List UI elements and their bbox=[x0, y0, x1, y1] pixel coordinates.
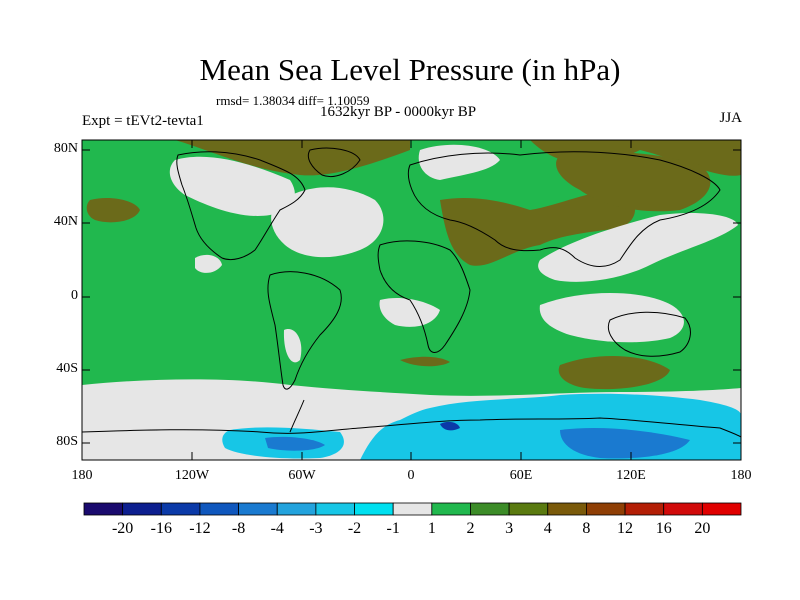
colorbar-box bbox=[122, 502, 162, 516]
coastlines bbox=[82, 147, 741, 438]
coast-north-america bbox=[176, 151, 306, 261]
coast-eurasia bbox=[407, 151, 721, 267]
stats-line: rmsd= 1.38034 diff= 1.10059 bbox=[216, 93, 370, 108]
colorbar-box bbox=[431, 502, 471, 516]
field-arctic-olive bbox=[175, 140, 410, 176]
colorbar-label: -12 bbox=[189, 520, 211, 537]
colorbar-label: -16 bbox=[150, 520, 172, 537]
lon-label-60w: 60W bbox=[288, 468, 316, 483]
lon-label-180-left: 180 bbox=[71, 468, 93, 483]
field-asia-olive bbox=[556, 152, 711, 212]
axis-ticks bbox=[82, 140, 741, 460]
coast-antarctic-peninsula bbox=[289, 399, 305, 433]
colorbar bbox=[83, 502, 742, 516]
lat-label-0: 0 bbox=[71, 288, 78, 303]
coast-australia bbox=[607, 311, 691, 357]
field-capricorn-olive bbox=[400, 356, 450, 367]
colorbar-label: 2 bbox=[466, 520, 475, 537]
season-label: JJA bbox=[719, 110, 742, 126]
colorbar-box bbox=[238, 502, 278, 516]
experiment-label: Expt = tEVt2-tevta1 bbox=[82, 113, 204, 129]
colorbar-box bbox=[315, 502, 355, 516]
colorbar-label: 16 bbox=[655, 520, 672, 537]
colorbar-box bbox=[586, 502, 626, 516]
field-atlantic-gray bbox=[271, 187, 384, 258]
colorbar-label: -8 bbox=[231, 520, 246, 537]
colorbar-label: -20 bbox=[111, 520, 134, 537]
colorbar-label: 8 bbox=[582, 520, 591, 537]
colorbar-box bbox=[701, 502, 742, 516]
colorbar-box bbox=[663, 502, 703, 516]
period-label: 1632kyr BP - 0000kyr BP bbox=[320, 104, 477, 120]
lon-label-0: 0 bbox=[407, 468, 415, 483]
coast-south-america bbox=[267, 271, 342, 390]
field-sam-gray bbox=[283, 329, 302, 363]
colorbar-box bbox=[160, 502, 201, 516]
colorbar-label: 1 bbox=[427, 520, 436, 537]
colorbar-label: -2 bbox=[347, 520, 362, 537]
colorbar-box bbox=[508, 502, 549, 516]
map-title: Mean Sea Level Pressure (in hPa) bbox=[199, 52, 621, 87]
field-siberia-olive bbox=[530, 140, 741, 176]
map-field bbox=[82, 140, 741, 460]
field-pac-small-gray bbox=[195, 254, 222, 273]
colorbar-label: -1 bbox=[386, 520, 400, 537]
field-sepac-gray bbox=[539, 293, 684, 343]
colorbar-label: 12 bbox=[617, 520, 634, 537]
colorbar-box bbox=[392, 502, 433, 516]
coast-africa bbox=[377, 240, 471, 353]
colorbar-box bbox=[83, 502, 124, 516]
field-antarctic-midblue bbox=[560, 428, 690, 459]
colorbar-box bbox=[547, 502, 587, 516]
colorbar-label: -4 bbox=[270, 520, 284, 537]
coast-greenland bbox=[307, 147, 361, 177]
coast-antarctica bbox=[82, 417, 741, 438]
lat-label-80s: 80S bbox=[56, 434, 78, 449]
colorbar-label: 20 bbox=[694, 520, 711, 537]
colorbar-label: -3 bbox=[309, 520, 323, 537]
lat-label-40n: 40N bbox=[53, 214, 78, 229]
lat-label-40s: 40S bbox=[56, 361, 78, 376]
colorbar-box bbox=[276, 502, 317, 516]
lat-label-80n: 80N bbox=[53, 141, 78, 156]
colorbar-box bbox=[199, 502, 239, 516]
colorbar-box bbox=[624, 502, 665, 516]
lon-label-180-right: 180 bbox=[730, 468, 752, 483]
field-satl-gray bbox=[379, 298, 440, 327]
colorbar-label: 3 bbox=[505, 520, 514, 537]
field-eurasia-olive bbox=[440, 190, 635, 266]
lon-label-60e: 60E bbox=[509, 468, 533, 483]
field-indian-olive bbox=[558, 355, 670, 390]
lon-label-120e: 120E bbox=[616, 468, 646, 483]
lon-label-120w: 120W bbox=[174, 468, 210, 483]
colorbar-label: 4 bbox=[543, 520, 552, 537]
colorbar-box bbox=[470, 502, 510, 516]
field-nam-gray bbox=[169, 156, 295, 216]
field-dark-blue-spot bbox=[440, 421, 460, 431]
field-pacific-olive bbox=[86, 198, 140, 223]
colorbar-box bbox=[354, 502, 394, 516]
field-weddell-midblue bbox=[265, 436, 325, 451]
